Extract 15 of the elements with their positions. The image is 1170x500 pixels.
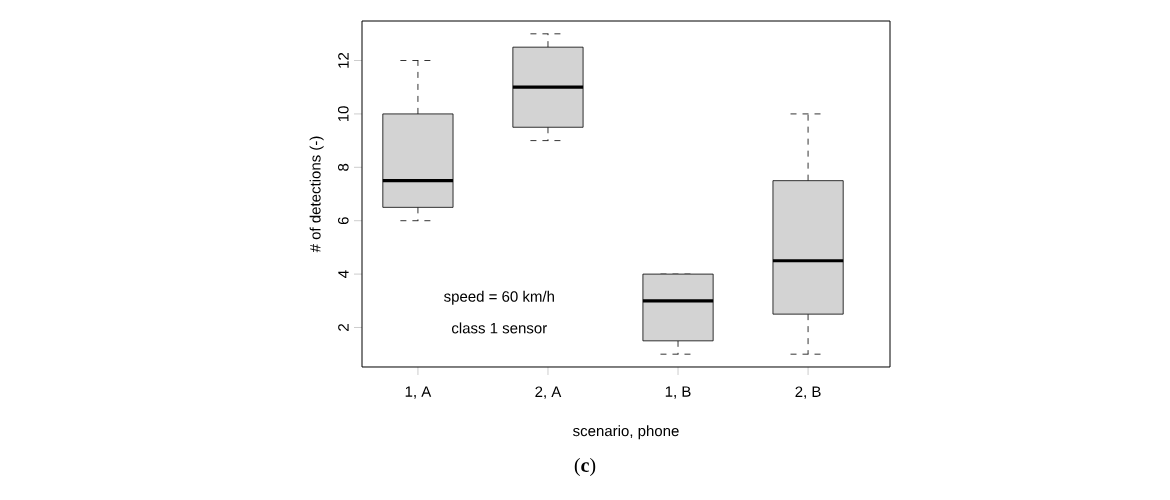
- x-tick-label: 1, B: [665, 386, 691, 399]
- y-tick-label: 10: [337, 106, 349, 122]
- x-tick-label: 2, B: [795, 386, 821, 399]
- y-tick-label: 2: [338, 324, 349, 331]
- x-axis-title: scenario, phone: [573, 425, 679, 440]
- x-tick-label: 1, A: [405, 386, 432, 399]
- y-tick-label: 4: [338, 270, 349, 278]
- text: (c): [574, 457, 596, 477]
- y-tick-label: 12: [338, 52, 349, 68]
- x-tick-label: 2, A: [535, 386, 562, 399]
- y-tick-label: 8: [337, 163, 349, 171]
- y-axis-title: # of detections (-): [309, 136, 324, 253]
- annotation: speed = 60 km/h: [444, 290, 554, 305]
- annotation: class 1 sensor: [451, 322, 547, 334]
- y-tick-label: 6: [337, 217, 349, 225]
